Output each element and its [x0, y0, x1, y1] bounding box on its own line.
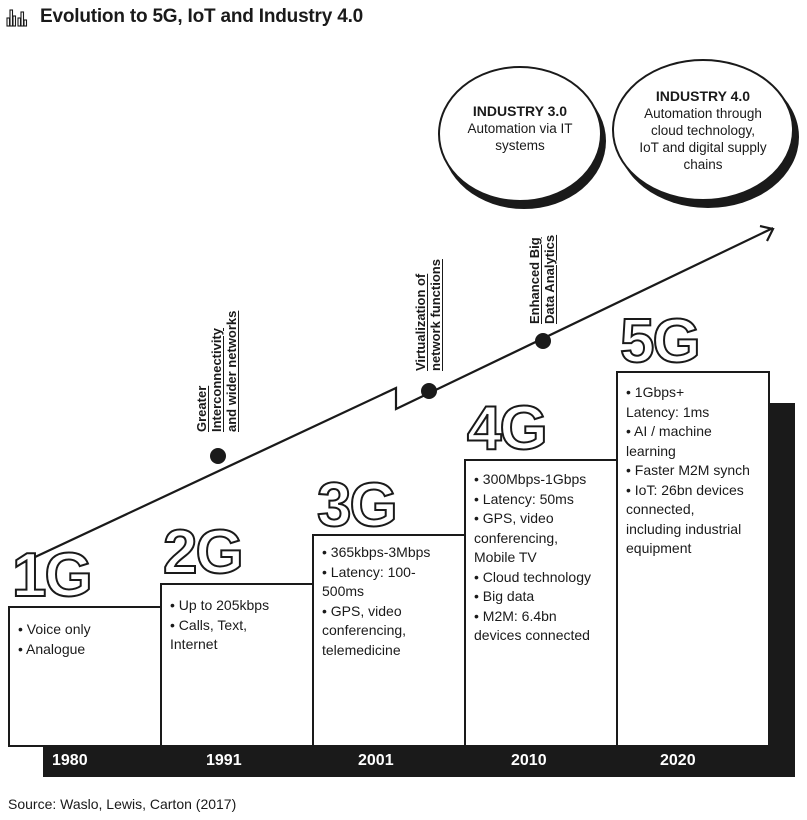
source-caption: Source: Waslo, Lewis, Carton (2017)	[8, 796, 237, 812]
industry-3-heading: INDUSTRY 3.0	[472, 103, 568, 119]
year-1980: 1980	[52, 752, 88, 769]
year-2001: 2001	[358, 752, 394, 769]
industry-3-oval	[438, 66, 602, 202]
year-1991: 1991	[206, 752, 242, 769]
feature-item: • GPS, video conferencing, Mobile TV	[474, 510, 559, 565]
feature-item: • M2M: 6.4bn devices connected	[474, 607, 590, 644]
year-2010: 2010	[511, 752, 547, 769]
milestone-line: Enhanced Big	[527, 237, 542, 324]
industry-4-heading: INDUSTRY 4.0	[655, 88, 751, 104]
milestone-label-virtualization: Virtualization of network functions	[413, 259, 443, 371]
year-2020: 2020	[660, 752, 696, 769]
feature-item: • Up to 205kbps	[170, 597, 270, 613]
feature-item: • Faster M2M synch	[626, 462, 750, 478]
industry-4-line: cloud technology,	[650, 123, 756, 138]
industry-3-line: Automation via IT	[467, 121, 573, 136]
gen-box-2g: • Up to 205kbps • Calls, Text, Internet	[160, 583, 315, 747]
feature-item: • Voice only	[18, 621, 91, 637]
industry-4-line: IoT and digital supply	[639, 140, 767, 155]
industry-4-label: INDUSTRY 4.0 Automation through cloud te…	[618, 88, 788, 173]
milestone-line: Data Analytics	[542, 234, 557, 324]
bar-chart-icon	[6, 9, 28, 27]
feature-item: • Analogue	[18, 640, 86, 657]
milestone-line: network functions	[428, 259, 443, 371]
gen-label-3g: 3G	[316, 471, 399, 540]
feature-item: • Big data	[474, 588, 535, 604]
feature-item: • 300Mbps-1Gbps	[474, 471, 587, 487]
feature-item: • IoT: 26bn devices connected, including…	[626, 481, 744, 557]
milestone-line: Virtualization of	[413, 273, 428, 371]
feature-item: • GPS, video conferencing, telemedicine	[322, 602, 407, 658]
gen-box-4g: • 300Mbps-1Gbps • Latency: 50ms • GPS, v…	[464, 459, 619, 747]
milestone-line: Interconnectivity	[209, 327, 224, 432]
milestone-line: and wider networks	[224, 310, 239, 432]
feature-item: • Latency: 50ms	[474, 490, 574, 507]
gen-label-4g: 4G	[466, 394, 549, 463]
milestone-dot	[535, 333, 551, 349]
gen-label-5g: 5G	[619, 307, 702, 376]
industry-4-line: chains	[683, 157, 723, 172]
milestone-dot	[421, 383, 437, 399]
page-title: Evolution to 5G, IoT and Industry 4.0	[40, 6, 364, 27]
gen-box-5g: • 1Gbps+ Latency: 1ms • AI / machine lea…	[616, 371, 770, 747]
gen-label-1g: 1G	[11, 541, 94, 610]
feature-item: • Cloud technology	[474, 568, 591, 585]
milestone-line: Greater	[194, 385, 209, 432]
gen-label-2g: 2G	[162, 518, 245, 587]
gen-box-3g: • 365kbps-3Mbps • Latency: 100- 500ms • …	[312, 534, 467, 747]
feature-item: • 1Gbps+ Latency: 1ms	[626, 384, 710, 420]
arrow-head-icon	[759, 224, 775, 242]
feature-item: • 365kbps-3Mbps	[322, 544, 431, 560]
milestone-label-interconnectivity: Greater Interconnectivity and wider netw…	[194, 311, 239, 432]
industry-4-line: Automation through	[644, 106, 762, 121]
industry-4-oval	[612, 59, 794, 201]
feature-item: • Calls, Text, Internet	[170, 616, 247, 653]
header: Evolution to 5G, IoT and Industry 4.0	[6, 6, 363, 28]
year-bar	[43, 745, 795, 777]
industry-3-line: systems	[495, 138, 545, 153]
shadow-block-right	[768, 403, 795, 777]
trend-line	[17, 227, 774, 566]
feature-item: • AI / machine learning	[626, 423, 712, 459]
feature-item: • Latency: 100- 500ms	[322, 563, 416, 600]
milestone-label-big-data: Enhanced Big Data Analytics	[527, 235, 557, 324]
gen-box-1g: • Voice only • Analogue	[8, 606, 163, 747]
milestone-dot	[210, 448, 226, 464]
industry-3-label: INDUSTRY 3.0 Automation via IT systems	[450, 103, 590, 154]
